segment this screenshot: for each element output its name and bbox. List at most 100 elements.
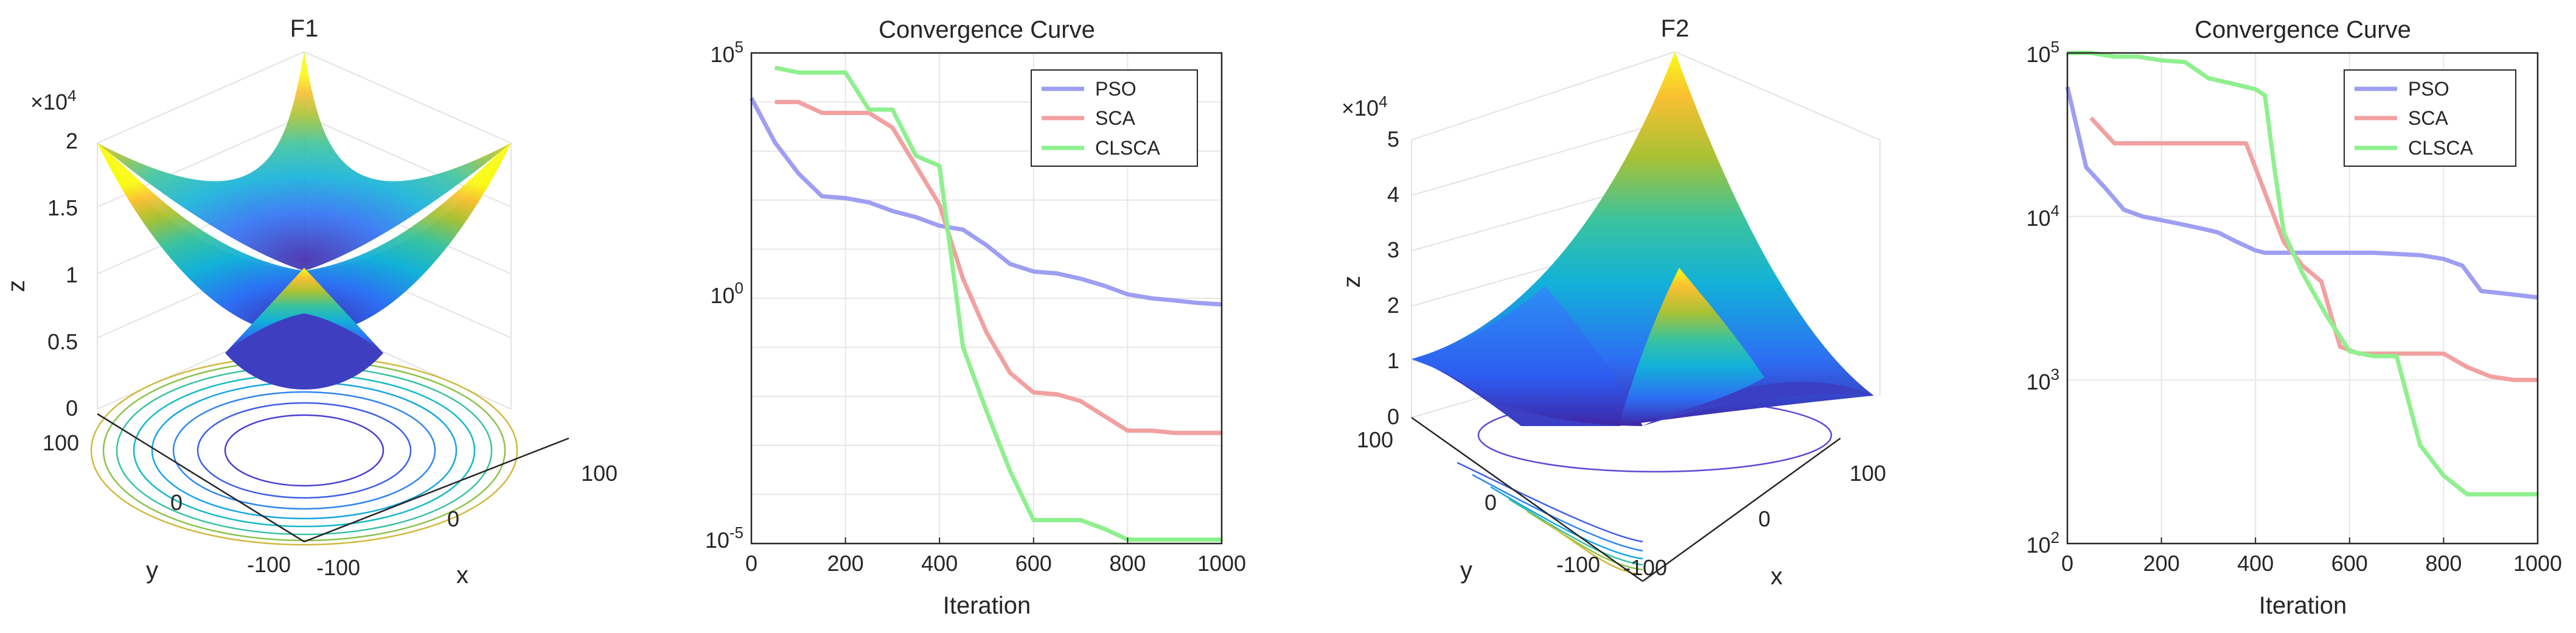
- tick-label: 600: [2331, 551, 2368, 576]
- x-axis: 0 200 400 600 800 1000: [745, 537, 1246, 576]
- z-multiplier-label: ×104: [1342, 93, 1388, 121]
- legend-label: CLSCA: [1095, 137, 1160, 159]
- tick-label: 400: [921, 551, 958, 576]
- surface: [97, 52, 511, 390]
- base-axes: [1411, 416, 1841, 582]
- tick-label: 600: [1015, 551, 1052, 576]
- x-axis: -100 0 100 x: [1623, 461, 1886, 590]
- tick-exponent: -5: [729, 523, 743, 542]
- plot-area-box: [2066, 52, 2539, 545]
- tick-exponent: 2: [2051, 528, 2059, 547]
- tick-label: 0: [447, 506, 459, 531]
- tick-label: -100: [1556, 552, 1600, 577]
- tick-label: 0: [170, 490, 183, 515]
- tick-label: 105: [710, 38, 743, 67]
- tick-exponent: 5: [735, 38, 743, 56]
- y-axis-label: y: [146, 557, 158, 584]
- tick-label: 100: [1850, 461, 1886, 486]
- surface: [1412, 52, 1874, 426]
- tick-label: 104: [2026, 201, 2059, 231]
- series-line-clsca: [775, 65, 1222, 542]
- tick-label: 200: [827, 551, 864, 576]
- x-axis: 0 200 400 600 800 1000: [2061, 537, 2562, 576]
- panel-f1-surface: F1 ×104: [3, 15, 618, 589]
- tick-label: 0: [1387, 404, 1399, 429]
- chart-title: Convergence Curve: [2195, 16, 2411, 43]
- tick-label: 100: [710, 279, 743, 308]
- y-axis: 100 0 -100 y: [1357, 427, 1600, 584]
- base-axes: [97, 413, 569, 543]
- tick-exponent: 3: [2051, 365, 2059, 383]
- tick-label: 0.5: [47, 329, 78, 354]
- legend-label: PSO: [1095, 78, 1137, 100]
- series-line-sca: [775, 100, 1222, 435]
- tick-label: 800: [2425, 551, 2462, 576]
- tick-label: 0: [745, 551, 757, 576]
- tick-label: 400: [2237, 551, 2274, 576]
- chart-title: F2: [1661, 15, 1690, 42]
- series-line-pso: [2065, 86, 2538, 300]
- tick-label: 10-5: [705, 523, 743, 553]
- tick-exponent: 4: [2051, 201, 2059, 220]
- tick-label: 0: [66, 396, 78, 421]
- x-axis-label: x: [456, 562, 468, 589]
- legend-label: SCA: [2408, 107, 2448, 129]
- tick-label: 102: [2026, 528, 2059, 558]
- tick-label: -100: [247, 552, 291, 577]
- legend-label: SCA: [1095, 107, 1135, 129]
- series-line-clsca: [2067, 51, 2538, 497]
- y-axis-label: y: [1460, 557, 1472, 584]
- series-line-pso: [749, 97, 1222, 307]
- tick-label: 100: [581, 461, 618, 486]
- tick-label: 200: [2143, 551, 2180, 576]
- x-axis-label: Iteration: [2259, 592, 2347, 619]
- series-lines: [2065, 51, 2538, 497]
- tick-label: 3: [1387, 237, 1399, 262]
- tick-label: 1.5: [47, 195, 78, 220]
- tick-label: 1000: [1197, 551, 1246, 576]
- y-axis: 105 104 103 102: [2026, 38, 2059, 558]
- y-axis: 100 0 -100 y: [43, 430, 291, 584]
- panel-f2-surface: F2 ×104: [1338, 15, 1886, 590]
- z-axis: 0 0.5 1 1.5 2 z: [3, 128, 78, 421]
- z-multiplier-label: ×104: [30, 86, 77, 114]
- series-lines: [749, 65, 1222, 542]
- tick-label: 2: [1387, 293, 1399, 318]
- tick-label: 100: [1357, 427, 1393, 452]
- tick-label: 105: [2026, 38, 2059, 67]
- tick-label: 800: [1109, 551, 1146, 576]
- legend-label: PSO: [2408, 78, 2449, 100]
- tick-label: 0: [2061, 551, 2073, 576]
- contour-projection: [1457, 397, 1833, 576]
- tick-label: 4: [1387, 182, 1399, 207]
- tick-exponent: 0: [735, 279, 743, 297]
- panel-convergence-1: Convergence Curve 0 200 400 600 800 1000 105 …: [705, 16, 1246, 619]
- tick-label: 0: [1758, 506, 1770, 531]
- legend: PSO SCA CLSCA: [1031, 69, 1198, 167]
- tick-label: 103: [2026, 365, 2059, 394]
- tick-label: 100: [43, 430, 79, 455]
- z-axis-label: z: [3, 280, 30, 292]
- chart-title: Convergence Curve: [879, 16, 1095, 43]
- x-axis-label: x: [1770, 563, 1783, 590]
- tick-label: 0: [1485, 490, 1497, 515]
- chart-title: F1: [290, 15, 319, 42]
- series-line-sca: [2089, 116, 2538, 382]
- legend-label: CLSCA: [2408, 137, 2473, 159]
- tick-label: 1: [1387, 348, 1399, 373]
- tick-label: -100: [1623, 555, 1667, 580]
- plot-area-box: [750, 52, 1223, 545]
- tick-label: 1: [66, 262, 78, 287]
- z-axis: 0 1 2 3 4 5 z: [1338, 127, 1399, 429]
- panel-convergence-2: Convergence Curve 0 200 400 600 800 1000 105 …: [2026, 16, 2562, 619]
- tick-label: 2: [66, 128, 78, 153]
- z-axis-label: z: [1338, 276, 1365, 288]
- x-axis-label: Iteration: [943, 592, 1031, 619]
- y-axis: 105 100 10-5: [705, 38, 743, 553]
- x-axis: -100 0 100 x: [316, 461, 618, 589]
- tick-label: -100: [316, 555, 360, 580]
- tick-exponent: 5: [2051, 38, 2059, 56]
- tick-label: 5: [1387, 127, 1399, 152]
- legend: PSO SCA CLSCA: [2344, 69, 2516, 167]
